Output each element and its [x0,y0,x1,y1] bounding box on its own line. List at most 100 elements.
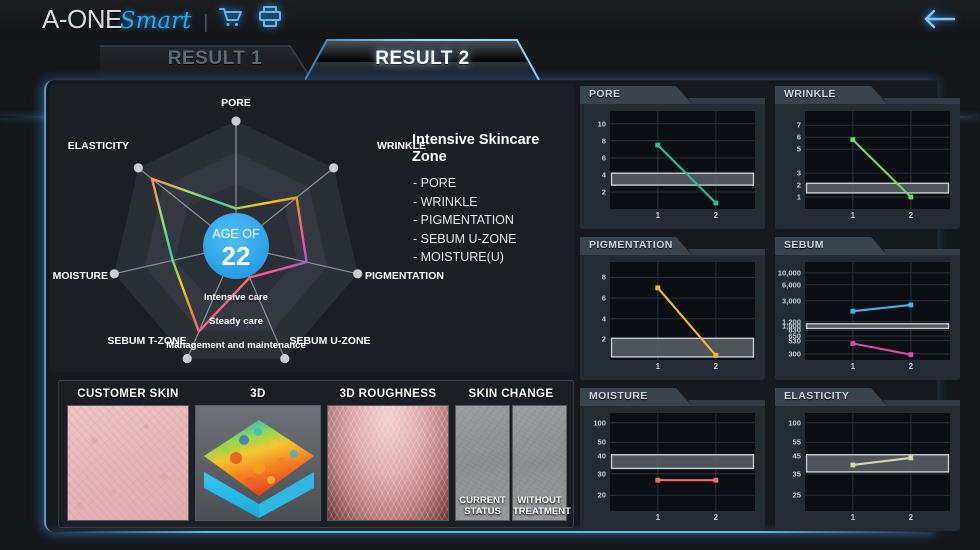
back-arrow-icon[interactable] [922,7,956,36]
chart-body: 1 2 3 5 6 7 1 2 [775,104,960,229]
x-axis-tick-label: 2 [908,513,914,522]
tab-result-2[interactable]: RESULT 2 [305,38,540,80]
chart-panel-pigmentation[interactable]: PIGMENTATION 2 4 6 8 1 2 [580,237,765,380]
y-axis-tick-label: 40 [597,451,606,461]
chart-header: ELASTICITY [775,388,960,406]
chart-title: PORE [589,88,621,100]
tab-bar: RESULT 1 RESULT 2 [0,38,980,118]
skin-change-without-treatment: WITHOUT TREATMENT [512,405,571,521]
tab-result-1[interactable]: RESULT 1 [100,38,330,80]
chart-title: PIGMENTATION [589,239,673,251]
y-axis-tick-label: 830 [788,325,801,335]
y-axis-tick-label: 2 [796,180,801,190]
skin-change-current: CURRENT STATUS [455,405,510,521]
list-item: - SEBUM U-ZONE [413,231,517,246]
plot-area [805,262,950,360]
x-axis-tick-label: 2 [908,362,914,371]
y-axis-tick-label: 4 [601,314,606,324]
radar-axis-label-elasticity: ELASTICITY [68,140,129,152]
y-axis-tick-label: 50 [597,437,606,447]
radar-axis-label-pore: PORE [221,97,251,109]
radar-ring-label-3: Management and maintenance [166,340,306,351]
chart-header: MOISTURE [580,388,765,406]
list-item: - WRINKLE [413,194,478,209]
radar-chart[interactable]: PORE WRINKLE PIGMENTATION SEBUM U-ZONE S… [50,84,574,372]
thumb-title: SKIN CHANGE [468,388,554,400]
age-value: 22 [222,241,251,271]
cart-icon[interactable] [218,6,244,28]
customer-skin-image [67,405,189,521]
radar-axis-label-moisture: MOISTURE [53,270,108,282]
thumb-3d-roughness[interactable]: 3D ROUGHNESS [327,387,449,521]
y-axis-tick-label: 10 [597,119,606,129]
thumbnail-strip: CUSTOMER SKIN 3D [58,380,574,528]
chart-panel-moisture[interactable]: MOISTURE 20 30 40 50 100 1 2 [580,388,765,531]
chart-title: ELASTICITY [784,390,850,402]
x-axis-tick-label: 1 [655,362,661,371]
y-axis-tick-label: 5 [796,144,801,154]
thumb-skin-change[interactable]: SKIN CHANGE CURRENT STATUS WITHOUT TREAT… [455,387,571,521]
y-axis-tick-label: 530 [788,336,801,346]
y-axis-tick-label: 45 [792,451,801,461]
chart-panel-elasticity[interactable]: ELASTICITY 25 35 45 55 100 1 2 [775,388,960,531]
y-axis-tick-label: 1 [796,192,801,202]
chart-body: 10,000 6,000 3,000 1,200 1,000 830 650 530 300 1 2 [775,255,960,380]
y-axis-tick-label: 6 [796,132,801,142]
chart-header: PORE [580,86,765,104]
x-axis-tick-label: 2 [713,513,719,522]
logo-text-sub: Smart [119,7,192,34]
chart-panel-wrinkle[interactable]: WRINKLE 1 2 3 5 6 7 1 2 [775,86,960,229]
y-axis-tick-label: 10,000 [777,268,801,278]
top-bar: A-ONE Smart | [0,0,980,38]
x-axis-tick-label: 2 [713,211,719,220]
chart-body: 25 35 45 55 100 1 2 [775,406,960,531]
x-axis-tick-label: 1 [850,211,856,220]
chart-body: 2 4 6 8 10 1 2 [580,104,765,229]
logo-divider: | [203,11,209,33]
thumb-customer-skin[interactable]: CUSTOMER SKIN [67,387,189,521]
skin-change-without-caption: WITHOUT TREATMENT [513,495,571,517]
chart-title: SEBUM [784,239,824,251]
plot-area [805,413,950,511]
info-title: Intensive Skincare Zone [412,132,540,165]
chart-body: 20 30 40 50 100 1 2 [580,406,765,531]
print-icon[interactable] [258,5,282,28]
y-axis-tick-label: 6 [601,153,606,163]
skin-change-current-caption: CURRENT STATUS [459,495,506,517]
radar-ring-label-1: Intensive care [204,292,268,303]
left-column: PORE WRINKLE PIGMENTATION SEBUM U-ZONE S… [50,84,574,528]
chart-title: MOISTURE [589,390,648,402]
y-axis-tick-label: 8 [601,272,606,282]
list-item: - MOISTURE(U) [413,250,504,265]
y-axis-tick-label: 6,000 [781,280,801,290]
thumb-title: 3D ROUGHNESS [339,388,437,400]
y-axis-tick-label: 100 [788,418,801,428]
y-axis-tick-label: 20 [597,490,606,500]
y-axis-tick-label: 1,000 [781,321,801,331]
chart-header: PIGMENTATION [580,237,765,255]
y-axis-tick-label: 2 [601,334,606,344]
x-axis-tick-label: 1 [655,211,661,220]
chart-panel-sebum[interactable]: SEBUM 10,000 6,000 3,000 1,200 1,000 830 650 53… [775,237,960,380]
radar-axis-label-wrinkle: WRINKLE [377,140,426,152]
panel-bottom-glow [50,531,932,533]
radar-ring-label-2: Steady care [209,316,263,327]
three-d-image [195,405,321,521]
x-axis-tick-label: 1 [655,513,661,522]
y-axis-tick-label: 4 [601,170,606,180]
radar-axis-label-pigmentation: PIGMENTATION [365,270,444,282]
chart-panel-pore[interactable]: PORE 2 4 6 8 10 1 2 [580,86,765,229]
y-axis-tick-label: 2 [601,187,606,197]
y-axis-tick-label: 8 [601,136,606,146]
y-axis-tick-label: 650 [788,331,801,341]
chart-header: WRINKLE [775,86,960,104]
chart-header: SEBUM [775,237,960,255]
logo-text-main: A-ONE [42,3,122,34]
three-d-roughness-image [327,405,449,521]
thumb-3d[interactable]: 3D [195,387,321,521]
x-axis-tick-label: 1 [850,362,856,371]
plot-area [610,413,755,511]
y-axis-tick-label: 6 [601,293,606,303]
radar-axis-label-sebum-t: SEBUM T-ZONE [107,335,186,347]
